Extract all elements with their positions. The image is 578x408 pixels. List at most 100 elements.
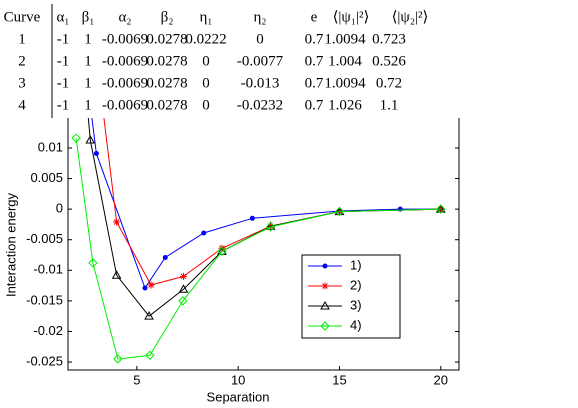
- table-cell: 1: [84, 97, 92, 113]
- table-cell: 0.0278: [146, 53, 187, 69]
- table-cell: -1: [57, 53, 70, 69]
- table-cell: 3: [18, 75, 26, 91]
- legend-label: 1): [350, 257, 362, 272]
- point: [249, 215, 255, 221]
- legend: 1) 2) 3) 4): [301, 254, 401, 339]
- y-tick-label: 0.01: [38, 139, 63, 154]
- x-tick-label: 10: [231, 372, 245, 387]
- table-header: β₂: [161, 9, 174, 25]
- table-header: e: [311, 9, 318, 25]
- point: [437, 205, 445, 213]
- table-cell: 0: [202, 75, 210, 91]
- table-cell: 0.526: [372, 53, 406, 69]
- table-cell: 1.026: [328, 97, 362, 113]
- table-cell: 0: [256, 31, 264, 47]
- x-axis-label: Separation: [207, 389, 270, 404]
- table-cell: 0.7: [305, 31, 324, 47]
- table-cell: 1: [84, 75, 92, 91]
- table-cell: 0.7: [305, 53, 324, 69]
- table-cell: 0.723: [372, 31, 406, 47]
- table-cell: 0.0278: [146, 75, 187, 91]
- x-tick-label: 5: [133, 372, 140, 387]
- table: Curve α₁ β₁ α₂ β₂ η₁ η₂ e ⟨|ψ₁|²⟩ ⟨|ψ₂|²⟩ 1 -1 1 -0.0…: [0, 0, 578, 118]
- x-tick-label: 15: [332, 372, 346, 387]
- x-tick-label: 20: [434, 372, 448, 387]
- point: [320, 300, 330, 310]
- point: [113, 218, 121, 226]
- table-cell: 4: [18, 97, 26, 113]
- point: [142, 285, 148, 291]
- y-tick-label: -0.015: [26, 292, 63, 307]
- table-cell: 1.0094: [324, 75, 366, 91]
- point: [179, 272, 187, 280]
- table-cell: 0.7: [305, 75, 324, 91]
- point: [334, 206, 345, 217]
- table-cell: -1: [57, 97, 70, 113]
- table-cell: -0.0069: [102, 53, 148, 69]
- y-tick-label: -0.005: [26, 231, 63, 246]
- table-cell: -0.0069: [102, 97, 148, 113]
- table-header: Curve: [4, 9, 41, 25]
- point: [93, 150, 99, 156]
- table-cell: -0.0069: [102, 31, 148, 47]
- point: [162, 254, 168, 260]
- table-cell: 0: [202, 53, 210, 69]
- point: [397, 206, 403, 212]
- point: [321, 282, 329, 290]
- table-header: β₁: [82, 9, 95, 25]
- point: [436, 204, 446, 214]
- table-cell: 0.0278: [146, 97, 187, 113]
- series-group: [71, 20, 446, 364]
- point: [322, 263, 328, 269]
- table-cell: 0.0278: [146, 31, 187, 47]
- table-cell: 0.7: [305, 97, 324, 113]
- table-cell: -1: [57, 31, 70, 47]
- point: [111, 270, 122, 279]
- legend-label: 2): [350, 277, 362, 292]
- y-axis-label: Interaction energy: [3, 192, 18, 297]
- point: [320, 321, 330, 331]
- table-header: α₁: [56, 9, 69, 25]
- point: [217, 246, 227, 257]
- axes-frame: [67, 118, 460, 371]
- table-cell: 1: [18, 31, 26, 47]
- table-cell: 1.0094: [324, 31, 366, 47]
- legend-box: [301, 254, 401, 339]
- point: [88, 258, 98, 268]
- point: [178, 284, 189, 293]
- point: [147, 281, 155, 289]
- table-cell: -0.013: [241, 75, 280, 91]
- table-cell: -0.0232: [237, 97, 283, 113]
- point: [178, 296, 188, 306]
- y-tick-label: -0.01: [33, 262, 63, 277]
- table-cell: 1: [84, 53, 92, 69]
- point: [71, 133, 81, 143]
- series-line: [75, 138, 441, 360]
- point: [145, 350, 155, 361]
- legend-label: 3): [350, 297, 362, 312]
- point: [85, 135, 96, 144]
- table-header: α₂: [118, 9, 131, 25]
- table-cell: 0.0222: [185, 31, 226, 47]
- y-tick-label: 0.005: [30, 170, 63, 185]
- point: [265, 222, 276, 232]
- table-cell: 0.72: [376, 75, 402, 91]
- table-header: η₁: [199, 9, 212, 25]
- point: [435, 204, 446, 213]
- point: [265, 221, 276, 230]
- table-cell: 1: [84, 31, 92, 47]
- y-tick-label: 0: [56, 201, 63, 216]
- table-header: ⟨|ψ₂|²⟩: [392, 9, 429, 25]
- point: [201, 230, 207, 236]
- y-tick-label: -0.02: [33, 323, 63, 338]
- table-cell: 0: [202, 97, 210, 113]
- table-cell: -0.0069: [102, 75, 148, 91]
- table-background: [0, 0, 578, 118]
- point: [113, 354, 123, 364]
- y-tick-label: -0.025: [26, 353, 63, 368]
- table-header: ⟨|ψ₁|²⟩: [333, 9, 370, 25]
- table-cell: 2: [18, 53, 26, 69]
- table-cell: -0.0077: [237, 53, 284, 69]
- table-cell: 1.1: [380, 97, 399, 113]
